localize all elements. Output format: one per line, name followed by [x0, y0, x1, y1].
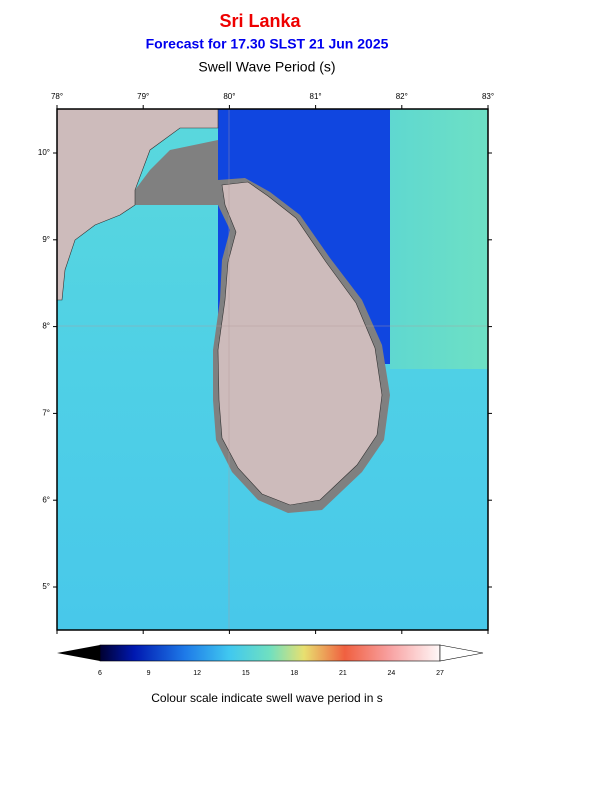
lon-label: 78° — [51, 92, 63, 101]
colorbar-label: 12 — [193, 670, 201, 677]
ocean-east — [390, 109, 488, 369]
lat-label: 5° — [42, 582, 50, 591]
lon-label: 82° — [396, 92, 408, 101]
lat-label: 10° — [38, 148, 50, 157]
lon-label: 83° — [482, 92, 494, 101]
lat-label: 9° — [42, 235, 50, 244]
colorbar-label: 27 — [436, 670, 444, 677]
variable: Swell Wave Period (s) — [198, 59, 335, 75]
lon-label: 79° — [137, 92, 149, 101]
lon-labels: 78° 79° 80° 81° 82° 83° — [51, 92, 494, 634]
map-frame — [56, 108, 489, 631]
colorbar-label: 24 — [388, 670, 396, 677]
colorbar-label: 6 — [98, 670, 102, 677]
subtitle: Forecast for 17.30 SLST 21 Jun 2025 — [146, 36, 389, 52]
colorbar-label: 18 — [290, 670, 298, 677]
lat-label: 8° — [42, 322, 50, 331]
colorbar-label: 21 — [339, 670, 347, 677]
shallow-gulf — [135, 140, 218, 205]
lon-label: 81° — [310, 92, 322, 101]
colorbar-caption: Colour scale indicate swell wave period … — [151, 691, 382, 705]
title: Sri Lanka — [219, 11, 301, 31]
colorbar-label: 9 — [147, 670, 151, 677]
lat-labels: 10° 9° 8° 7° 6° 5° — [38, 148, 492, 591]
lat-label: 6° — [42, 495, 50, 504]
lon-label: 80° — [223, 92, 235, 101]
lat-label: 7° — [42, 409, 50, 418]
map-area — [57, 109, 488, 630]
colorbar-low — [57, 645, 100, 661]
colorbar-label: 15 — [242, 670, 250, 677]
india — [57, 109, 219, 301]
sri-lanka — [217, 181, 383, 506]
colorbar-high — [439, 644, 484, 662]
colorbar-labels: 6 9 12 15 18 21 24 27 — [98, 670, 444, 677]
colorbar — [99, 644, 441, 662]
